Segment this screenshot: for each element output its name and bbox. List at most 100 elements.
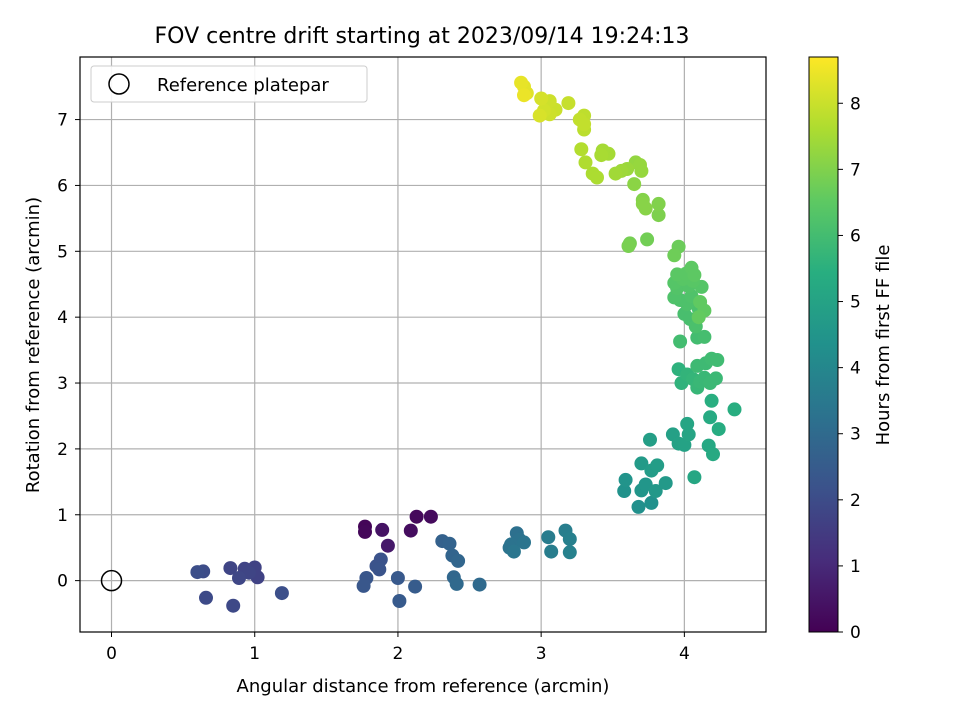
scatter-point [727,402,742,417]
colorbar-tick-label: 3 [850,425,861,445]
colorbar-tick-label: 6 [850,226,861,246]
legend-label: Reference platepar [157,75,329,96]
scatter-point [687,470,702,485]
x-tick-label: 2 [393,644,404,664]
scatter-point [534,91,549,106]
scatter-point [706,447,720,462]
y-axis-label: Rotation from reference (arcmin) [23,197,44,493]
scatter-point [651,208,666,223]
scatter-point [658,476,673,491]
colorbar-tick-label: 2 [850,491,861,511]
y-tick-label: 4 [57,308,68,328]
scatter-point [608,166,623,181]
scatter-point [673,334,688,349]
colorbar-label: Hours from first FF file [873,245,894,446]
y-tick-label: 5 [57,242,68,262]
scatter-point [577,117,592,132]
scatter-point [704,393,719,408]
scatter-point [517,535,531,550]
scatter-point [561,96,576,111]
colorbar [808,56,839,633]
scatter-point [472,577,487,592]
scatter-point [541,530,556,545]
scatter-point [232,571,246,585]
chart-title: FOV centre drift starting at 2023/09/14 … [155,24,690,49]
scatter-point [356,578,371,593]
scatter-point [590,170,604,185]
y-tick-label: 2 [57,440,68,460]
scatter-point [514,75,529,90]
scatter-point [634,163,649,178]
scatter-point [594,148,609,163]
scatter-point [199,590,213,605]
scatter-point [190,565,205,580]
y-tick-label: 1 [57,506,68,526]
x-axis-ticks: 0 1 2 3 4 [106,632,690,664]
scatter-point [226,598,241,613]
colorbar-tick-label: 4 [850,359,861,379]
scatter-point [708,371,723,386]
x-tick-label: 3 [536,644,547,664]
reference-marker [100,569,123,592]
scatter-point [634,456,649,471]
scatter-point [648,484,663,498]
scatter-point [691,310,706,325]
scatter-point [711,422,726,437]
scatter-point [392,594,407,608]
scatter-point [640,232,655,247]
colorbar-tick-label: 5 [850,293,861,313]
scatter-point [562,545,577,560]
scatter-point [618,472,633,487]
colorbar-ticks: 0 1 2 3 4 5 6 7 8 [838,94,861,643]
colorbar-tick-label: 8 [850,94,861,114]
y-tick-label: 3 [57,374,68,394]
scatter-point [451,553,466,568]
scatter-point [375,522,390,537]
scatter-point [449,576,464,591]
legend: Reference platepar [90,65,368,103]
y-tick-label: 6 [57,176,68,196]
colorbar-tick-label: 1 [850,557,861,577]
y-tick-label: 7 [57,111,68,131]
scatter-point [687,268,702,282]
legend-box [90,65,368,103]
scatter-point [423,509,438,524]
scatter-point [627,177,642,192]
scatter-point [408,579,423,594]
scatter-point [372,562,387,577]
x-axis-label: Angular distance from reference (arcmin) [237,676,610,697]
scatter-point [574,142,589,157]
legend-open-circle-marker [108,73,130,95]
scatter-point [710,353,725,367]
grid-lines [80,57,766,632]
scatter-point [638,201,653,216]
scatter-point [409,509,424,524]
x-tick-label: 0 [106,644,117,664]
scatter-point [442,536,457,551]
scatter-point [677,437,692,452]
scatter-point [274,586,289,601]
scatter-point [544,544,559,559]
y-tick-label: 0 [57,572,68,592]
plot-frame [79,56,767,633]
scatter-point [380,538,395,553]
y-axis-ticks: 0 1 2 3 4 5 6 7 [57,111,80,592]
x-tick-label: 4 [679,644,690,664]
scatter-point [562,532,577,547]
scatter-point [651,196,666,211]
scatter-point [638,477,653,492]
scatter-point [680,416,695,431]
scatter-point [517,88,531,103]
scatter-point [532,108,547,123]
scatter-point [697,329,712,344]
scatter-point [631,499,646,514]
scatter-point [644,495,659,510]
scatter-point [643,432,657,447]
scatter-point [650,458,665,473]
scatter-point [681,427,696,442]
scatter-point [403,523,418,538]
x-tick-label: 1 [249,644,260,664]
scatter-point [703,410,718,425]
scatter-point [621,239,636,253]
